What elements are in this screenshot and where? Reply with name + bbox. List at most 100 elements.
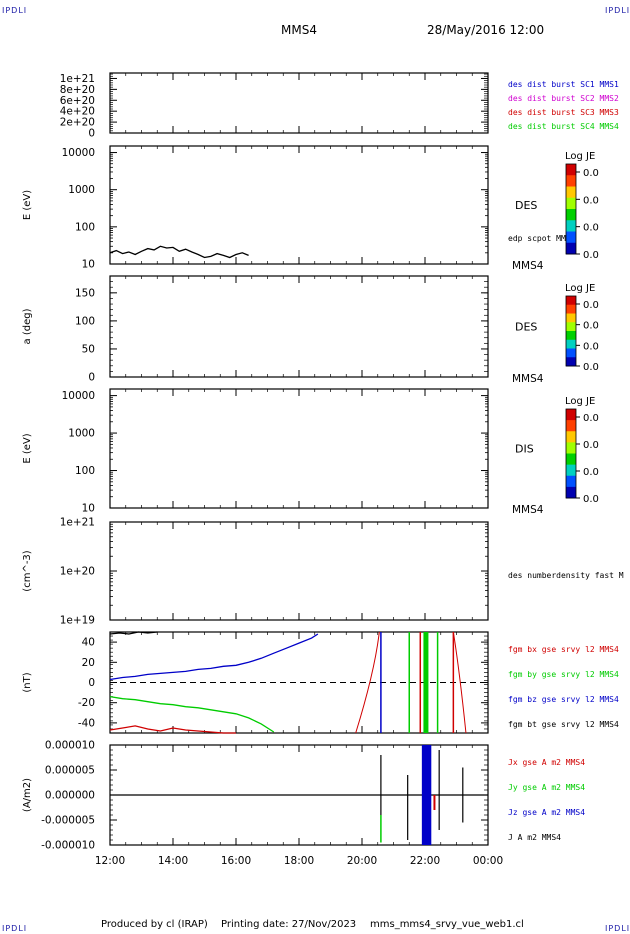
corner-label-bottom-right: IPDLI bbox=[605, 924, 630, 933]
colorbar-band bbox=[566, 197, 576, 210]
colorbar-band bbox=[566, 231, 576, 244]
corner-label-top-right: IPDLI bbox=[605, 6, 630, 15]
sc-label-des_pitch: MMS4 bbox=[512, 373, 544, 385]
y-tick-label: 20 bbox=[82, 657, 95, 669]
y-tick-label: 0.000010 bbox=[45, 740, 95, 752]
y-tick-label: 0.000005 bbox=[45, 765, 95, 777]
sc-label-des_energy: MMS4 bbox=[512, 260, 544, 272]
colorbar-band bbox=[566, 339, 576, 349]
y-tick-label: 0.000000 bbox=[45, 790, 95, 802]
colorbar-band bbox=[566, 464, 576, 477]
legend-entry: fgm bt gse srvy l2 MMS4 bbox=[508, 720, 619, 729]
x-tick-label: 16:00 bbox=[221, 855, 251, 867]
colorbar-band bbox=[566, 409, 576, 421]
series-line bbox=[109, 631, 158, 635]
y-tick-label: 6e+20 bbox=[60, 95, 95, 107]
colorbar-tick-label: 0.0 bbox=[583, 440, 599, 451]
colorbar-band bbox=[566, 357, 576, 367]
x-tick-label: 18:00 bbox=[284, 855, 314, 867]
legend-entry: des numberdensity fast M bbox=[508, 571, 624, 580]
corner-label-bottom-left: IPDLI bbox=[2, 924, 28, 933]
x-tick-label: 20:00 bbox=[347, 855, 377, 867]
y-tick-label: 100 bbox=[75, 465, 95, 477]
legend-entry: des dist burst SC1 MMS1 bbox=[508, 80, 619, 89]
colorbar-band bbox=[566, 331, 576, 341]
colorbar-band bbox=[566, 220, 576, 232]
colorbar-tick-label: 0.0 bbox=[583, 494, 599, 505]
colorbar-tick-label: 0.0 bbox=[583, 341, 599, 352]
colorbar-band bbox=[566, 475, 576, 488]
y-tick-label: 100 bbox=[75, 315, 95, 327]
colorbar-frame bbox=[565, 295, 577, 367]
panel-label-dis_energy: DIS bbox=[515, 443, 534, 456]
x-tick-label: 14:00 bbox=[158, 855, 188, 867]
colorbar-title: Log JE bbox=[565, 151, 595, 162]
colorbar-band bbox=[566, 348, 576, 358]
panel-frame-dis_energy bbox=[109, 388, 489, 509]
colorbar-tick-label: 0.0 bbox=[583, 413, 599, 424]
colorbar-tick-label: 0.0 bbox=[583, 168, 599, 179]
y-tick-label: 150 bbox=[75, 287, 95, 299]
legend-entry: Jy gse A m2 MMS4 bbox=[508, 783, 585, 792]
legend-entry: des dist burst SC2 MMS2 bbox=[508, 94, 619, 103]
series-line bbox=[109, 695, 275, 733]
y-tick-label: 10000 bbox=[62, 147, 95, 159]
y-tick-label: 1e+21 bbox=[60, 517, 95, 529]
colorbar-band bbox=[566, 175, 576, 187]
series-line bbox=[109, 725, 236, 734]
y-tick-label: 10 bbox=[82, 259, 95, 271]
y-axis-label-current: (A/m2) bbox=[22, 778, 33, 812]
y-tick-label: 8e+20 bbox=[60, 84, 95, 96]
legend-entry: J A m2 MMS4 bbox=[508, 833, 561, 842]
x-tick-label: 00:00 bbox=[473, 855, 503, 867]
y-tick-label: -0.000010 bbox=[41, 840, 95, 852]
y-axis-label-dis_energy: E (eV) bbox=[22, 433, 33, 463]
y-tick-label: 4e+20 bbox=[60, 106, 95, 118]
fgm-curve-right bbox=[452, 631, 467, 734]
y-axis-label-density: (cm^-3) bbox=[22, 550, 33, 591]
colorbar-band bbox=[566, 209, 576, 221]
y-tick-label: 0 bbox=[88, 677, 95, 689]
y-tick-label: 100 bbox=[75, 221, 95, 233]
series-line bbox=[109, 245, 249, 259]
legend-entry: des dist burst SC4 MMS4 bbox=[508, 122, 619, 131]
y-tick-label: 2e+20 bbox=[60, 117, 95, 129]
sc-label-dis_energy: MMS4 bbox=[512, 504, 544, 516]
colorbar-band bbox=[566, 322, 576, 332]
y-tick-label: 1e+21 bbox=[60, 73, 95, 85]
colorbar-tick-label: 0.0 bbox=[583, 223, 599, 234]
overlay-label: edp scpot MMS4 bbox=[508, 234, 576, 243]
colorbar-band bbox=[566, 304, 576, 314]
y-axis-label-fgm: (nT) bbox=[22, 672, 33, 692]
y-tick-label: 40 bbox=[82, 637, 95, 649]
colorbar-band bbox=[566, 453, 576, 466]
panel-label-des_pitch: DES bbox=[515, 321, 537, 334]
colorbar-tick-label: 0.0 bbox=[583, 467, 599, 478]
spacecraft-title: MMS4 bbox=[281, 23, 317, 37]
y-tick-label: 0 bbox=[88, 372, 95, 384]
legend-entry: fgm bz gse srvy l2 MMS4 bbox=[508, 695, 619, 704]
printing-date: Printing date: 27/Nov/2023 bbox=[221, 919, 357, 930]
y-tick-label: 1000 bbox=[68, 184, 95, 196]
colorbar-band bbox=[566, 431, 576, 443]
fgm-curve-left bbox=[355, 631, 380, 734]
colorbar-tick-label: 0.0 bbox=[583, 250, 599, 261]
current-blue-band bbox=[421, 745, 432, 845]
y-tick-label: 0 bbox=[88, 128, 95, 140]
legend-entry: Jx gse A m2 MMS4 bbox=[508, 758, 585, 767]
filename: mms_mms4_srvy_vue_web1.cl bbox=[370, 919, 524, 930]
colorbar-band bbox=[566, 164, 576, 176]
panel-frame-des_pitch bbox=[109, 275, 489, 378]
colorbar-tick-label: 0.0 bbox=[583, 362, 599, 373]
colorbar-band bbox=[566, 420, 576, 432]
date-title: 28/May/2016 12:00 bbox=[427, 23, 545, 37]
y-tick-label: 50 bbox=[82, 343, 95, 355]
y-axis-label-des_pitch: a (deg) bbox=[22, 308, 33, 344]
x-tick-label: 22:00 bbox=[410, 855, 440, 867]
y-tick-label: 10 bbox=[82, 503, 95, 515]
y-axis-label-des_energy: E (eV) bbox=[22, 190, 33, 220]
panel-label-des_energy: DES bbox=[515, 199, 537, 212]
colorbar-band bbox=[566, 242, 576, 255]
panel-frame-des_energy bbox=[109, 145, 489, 265]
